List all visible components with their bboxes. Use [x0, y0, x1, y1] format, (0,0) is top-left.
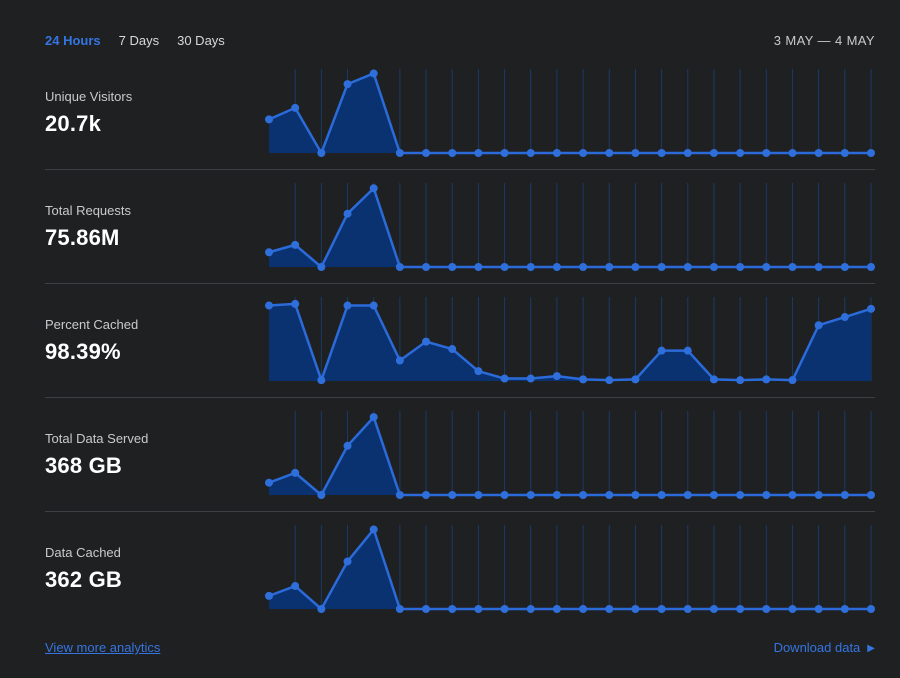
metric-info: Unique Visitors 20.7k	[45, 89, 265, 137]
tab-24-hours[interactable]: 24 Hours	[45, 32, 101, 48]
bottombar: View more analytics Download data ▶	[45, 640, 875, 655]
download-data-link[interactable]: Download data ▶	[774, 640, 875, 655]
sparkline-chart-data-cached[interactable]	[265, 525, 875, 613]
view-more-analytics-link[interactable]: View more analytics	[45, 640, 161, 655]
metric-value: 75.86M	[45, 224, 120, 250]
metric-value: 362 GB	[45, 567, 123, 592]
sparkline-chart-total-requests[interactable]	[265, 182, 875, 271]
metric-label: Total Requests	[45, 202, 131, 218]
metric-info: Percent Cached 98.39%	[45, 317, 265, 365]
tab-7-days[interactable]: 7 Days	[118, 32, 160, 48]
metric-info: Data Cached 362 GB	[45, 545, 265, 593]
metric-label: Percent Cached	[45, 316, 139, 332]
date-range-label: 3 MAY — 4 MAY	[773, 32, 875, 48]
metric-row-unique-visitors: Unique Visitors 20.7k	[45, 56, 875, 170]
metric-row-total-requests: Total Requests 75.86M	[45, 170, 875, 284]
time-range-tabs: 24 Hours 7 Days 30 Days	[45, 33, 225, 48]
metric-row-data-cached: Data Cached 362 GB	[45, 512, 875, 626]
download-data-label: Download data	[773, 640, 861, 655]
sparkline-chart-unique-visitors[interactable]	[265, 68, 875, 157]
metric-value: 368 GB	[45, 452, 123, 478]
metric-label: Unique Visitors	[45, 88, 133, 104]
metrics-list: Unique Visitors 20.7k Total Requests 75.…	[45, 56, 875, 626]
sparkline-chart-percent-cached[interactable]	[265, 296, 875, 385]
metric-label: Data Cached	[45, 545, 121, 560]
topbar: 24 Hours 7 Days 30 Days 3 MAY — 4 MAY	[45, 30, 875, 50]
metric-info: Total Requests 75.86M	[45, 203, 265, 251]
metric-row-total-data-served: Total Data Served 368 GB	[45, 398, 875, 512]
sparkline-chart-total-data-served[interactable]	[265, 410, 875, 499]
tab-30-days[interactable]: 30 Days	[177, 32, 225, 48]
play-arrow-icon: ▶	[867, 643, 875, 654]
metric-row-percent-cached: Percent Cached 98.39%	[45, 284, 875, 398]
metric-value: 20.7k	[45, 110, 102, 136]
metric-label: Total Data Served	[45, 430, 149, 446]
metric-info: Total Data Served 368 GB	[45, 431, 265, 479]
metric-value: 98.39%	[45, 338, 121, 364]
